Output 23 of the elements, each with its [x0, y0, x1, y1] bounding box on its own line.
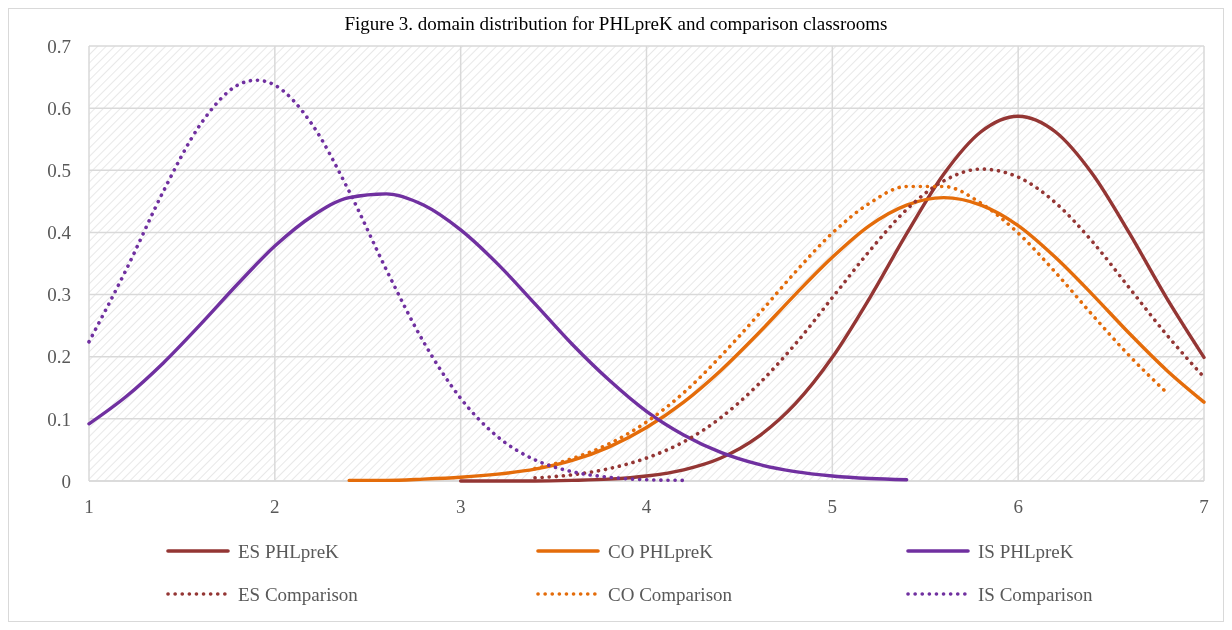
legend-label: IS PHLpreK [978, 540, 1074, 562]
legend-label: ES Comparison [238, 583, 359, 605]
chart-title: Figure 3. domain distribution for PHLpreK and comparison classrooms [344, 13, 888, 34]
y-tick-label: 0.6 [47, 97, 71, 119]
x-tick-label: 6 [1013, 496, 1023, 517]
x-tick-label: 1 [84, 496, 94, 517]
y-tick-label: 0.5 [47, 159, 71, 181]
legend-label: IS Comparison [978, 583, 1094, 605]
legend-label: CO PHLpreK [608, 540, 714, 562]
y-tick-label: 0.1 [47, 408, 71, 430]
x-tick-label: 5 [827, 496, 838, 517]
x-tick-label: 3 [455, 496, 466, 517]
y-tick-label: 0 [61, 470, 71, 492]
y-tick-label: 0.2 [47, 346, 71, 368]
line-series [458, 114, 1206, 483]
y-tick-label: 0.3 [47, 284, 71, 306]
x-tick-label: 7 [1199, 496, 1209, 517]
y-tick-label: 0.7 [47, 35, 71, 57]
x-tick-label: 2 [270, 496, 280, 517]
x-tick-label: 4 [641, 496, 652, 517]
legend-label: CO Comparison [608, 583, 733, 605]
legend-label: ES PHLpreK [238, 540, 340, 562]
y-tick-label: 0.4 [47, 222, 72, 244]
